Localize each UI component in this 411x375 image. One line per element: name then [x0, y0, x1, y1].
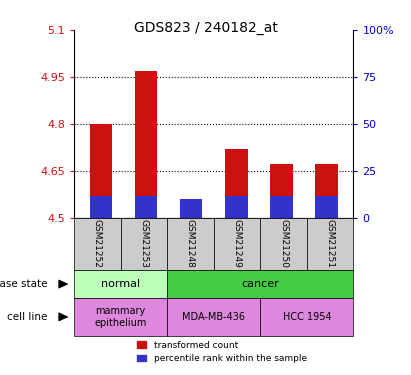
Bar	[270, 164, 293, 218]
Bar	[135, 196, 157, 217]
Text: cell line: cell line	[7, 312, 47, 322]
Text: GSM21249: GSM21249	[233, 219, 242, 268]
Bar	[180, 211, 203, 217]
Bar	[270, 196, 293, 217]
Bar	[225, 149, 247, 217]
Text: GSM21251: GSM21251	[326, 219, 335, 268]
Text: GSM21253: GSM21253	[139, 219, 148, 268]
Text: disease state: disease state	[0, 279, 47, 289]
Text: GSM21252: GSM21252	[93, 219, 102, 268]
Bar	[315, 196, 338, 217]
Text: mammary
epithelium: mammary epithelium	[95, 306, 147, 328]
Text: MDA-MB-436: MDA-MB-436	[182, 312, 245, 322]
Text: GSM21248: GSM21248	[186, 219, 195, 268]
Text: cancer: cancer	[241, 279, 279, 289]
Text: normal: normal	[101, 279, 140, 289]
Bar	[225, 196, 247, 217]
Bar	[135, 70, 157, 217]
Bar	[90, 196, 112, 217]
Text: GDS823 / 240182_at: GDS823 / 240182_at	[134, 21, 277, 34]
Text: GSM21250: GSM21250	[279, 219, 288, 268]
Bar	[180, 199, 203, 217]
Bar	[90, 124, 112, 218]
Bar	[315, 164, 338, 218]
Legend: transformed count, percentile rank within the sample: transformed count, percentile rank withi…	[134, 337, 310, 367]
Text: HCC 1954: HCC 1954	[283, 312, 331, 322]
